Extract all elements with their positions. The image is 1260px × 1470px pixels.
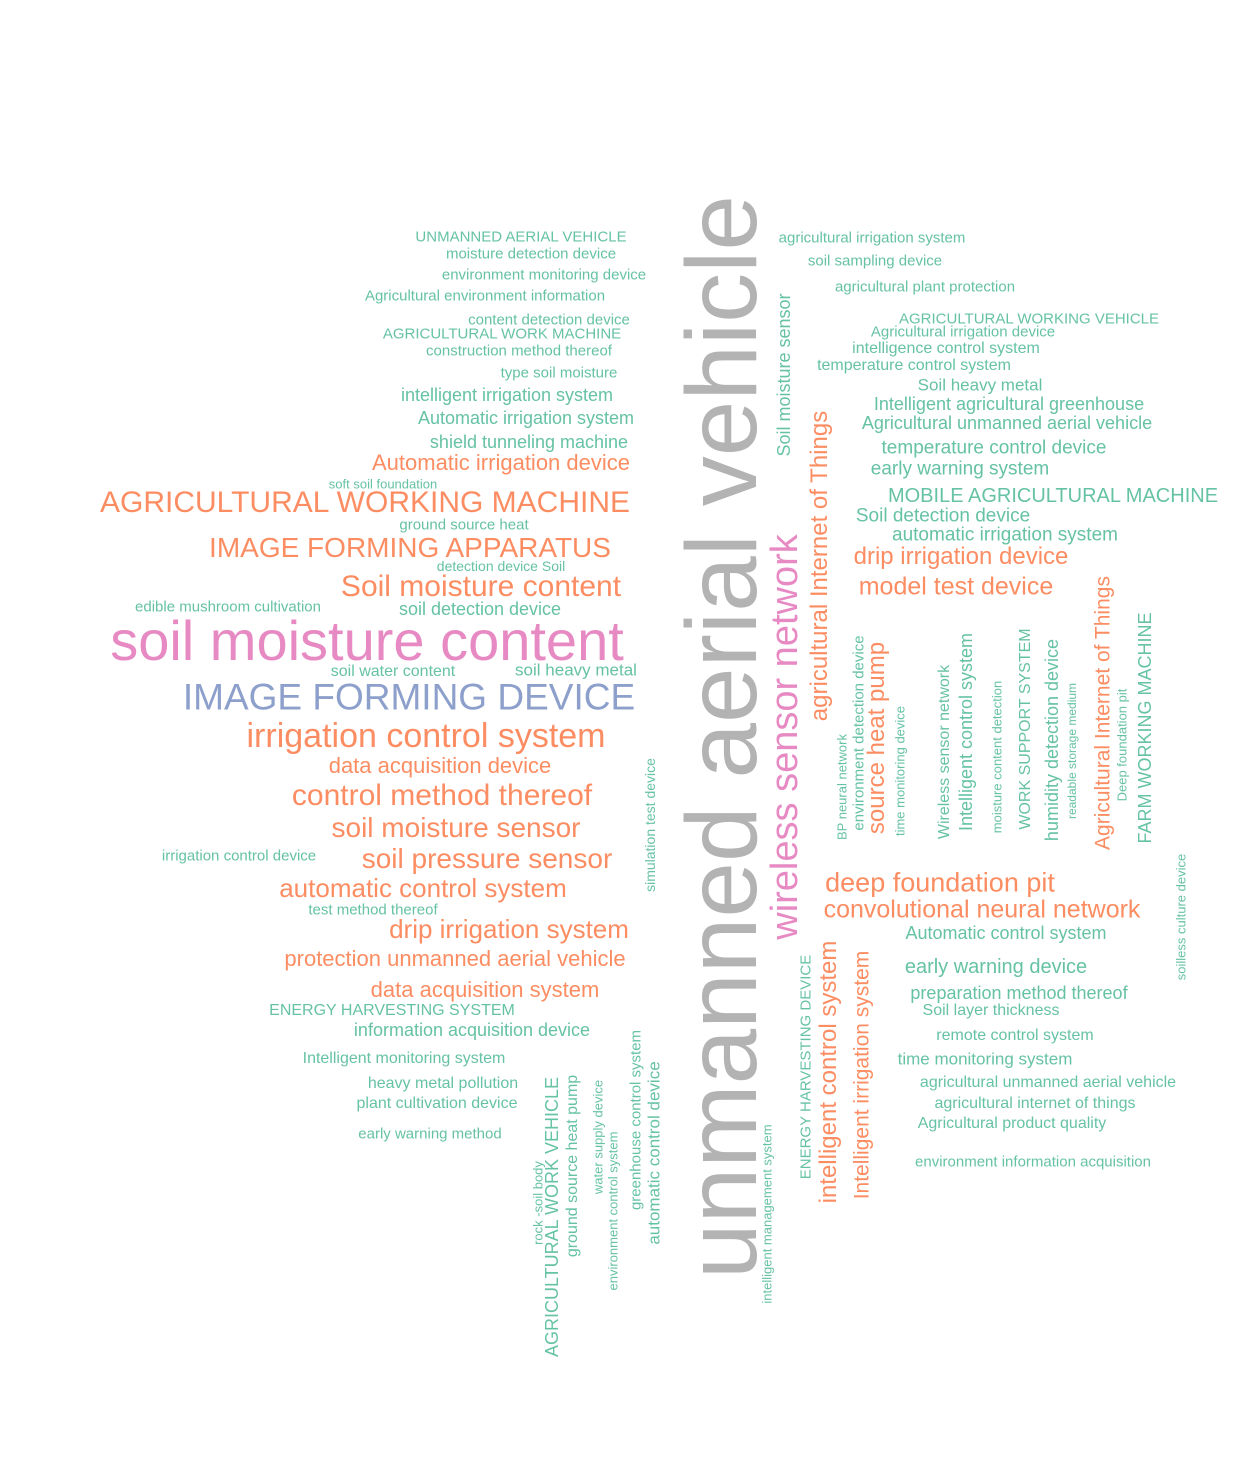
word: moisture content detection: [991, 681, 1004, 833]
word: soil water content: [331, 664, 456, 680]
word: AGRICULTURAL WORK MACHINE: [383, 327, 621, 342]
word: Agricultural Internet of Things: [1093, 576, 1114, 850]
word: simulation test device: [643, 758, 657, 892]
word: Agricultural unmanned aerial vehicle: [862, 414, 1152, 432]
word: detection device Soil: [437, 559, 565, 573]
word: automatic irrigation system: [892, 526, 1118, 545]
word: deep foundation pit: [825, 870, 1055, 897]
word: temperature control device: [882, 439, 1107, 458]
word: soil pressure sensor: [362, 845, 613, 873]
word: environment control system: [607, 1132, 620, 1291]
word: construction method thereof: [426, 344, 612, 359]
word: soil moisture sensor: [332, 814, 581, 842]
word: irrigation control system: [246, 719, 605, 753]
word: rock -soil body: [532, 1161, 545, 1245]
word: preparation method thereof: [910, 984, 1127, 1002]
word: greenhouse control system: [629, 1030, 644, 1210]
word: MOBILE AGRICULTURAL MACHINE: [888, 486, 1218, 506]
word: Agricultural product quality: [918, 1116, 1107, 1132]
word: soil sampling device: [808, 254, 942, 269]
word: ground source heat pump: [565, 1075, 581, 1257]
word: ground source heat: [399, 518, 528, 533]
word: intelligent management system: [761, 1124, 774, 1303]
word: environment detection device: [852, 635, 867, 830]
word: IMAGE FORMING DEVICE: [183, 679, 635, 716]
word: time monitoring device: [894, 706, 907, 836]
word: model test device: [859, 575, 1054, 600]
word: remote control system: [936, 1028, 1093, 1044]
word: WORK SUPPORT SYSTEM: [1018, 628, 1034, 829]
word: environment information acquisition: [915, 1155, 1151, 1170]
word: early warning system: [871, 460, 1049, 479]
word: AGRICULTURAL WORK VEHICLE: [543, 1077, 561, 1357]
word: soil heavy metal: [515, 662, 637, 679]
word: test method thereof: [308, 903, 437, 918]
word: UNMANNED AERIAL VEHICLE: [415, 230, 626, 245]
word: agricultural plant protection: [835, 280, 1015, 295]
word: drip irrigation system: [389, 916, 629, 942]
word: Soil layer thickness: [923, 1003, 1060, 1019]
word: intelligence control system: [852, 341, 1040, 357]
word: drip irrigation device: [854, 545, 1069, 569]
word: early warning method: [358, 1127, 501, 1142]
word: intelligent irrigation system: [401, 386, 613, 404]
word: Intelligent monitoring system: [303, 1051, 506, 1067]
word: early warning device: [905, 957, 1087, 977]
word: agricultural unmanned aerial vehicle: [920, 1075, 1176, 1091]
word: heavy metal pollution: [368, 1076, 518, 1092]
word: intelligent control system: [817, 941, 841, 1204]
word: Soil moisture content: [341, 572, 621, 602]
word: information acquisition device: [354, 1021, 590, 1039]
word: FARM WORKING MACHINE: [1136, 612, 1154, 843]
word: moisture detection device: [446, 247, 616, 262]
word: Soil moisture sensor: [775, 293, 793, 456]
word: Intelligent irrigation system: [852, 951, 873, 1200]
word: wireless sensor network: [766, 534, 804, 939]
word: automatic control device: [646, 1061, 663, 1244]
word: Intelligent control system: [957, 633, 975, 831]
word: soft soil foundation: [329, 478, 437, 491]
word: Automatic irrigation system: [418, 409, 634, 427]
word: ENERGY HARVESTING SYSTEM: [269, 1003, 515, 1019]
word: edible mushroom cultivation: [135, 600, 321, 615]
word: ENERGY HARVESTING DEVICE: [799, 955, 814, 1180]
word: time monitoring system: [898, 1051, 1073, 1068]
word: BP neural network: [836, 734, 849, 840]
word: water supply device: [592, 1080, 605, 1194]
word: readable storage medium: [1066, 683, 1078, 819]
word: Agricultural environment information: [365, 289, 605, 304]
word: Agricultural irrigation device: [871, 325, 1055, 340]
word: Intelligent agricultural greenhouse: [874, 395, 1144, 413]
word: Automatic irrigation device: [372, 452, 630, 474]
word: plant cultivation device: [357, 1096, 518, 1112]
word: environment monitoring device: [442, 268, 646, 283]
word: AGRICULTURAL WORKING MACHINE: [100, 488, 630, 518]
word: automatic control system: [279, 875, 567, 901]
word: soil detection device: [399, 600, 561, 618]
word: data acquisition system: [371, 979, 600, 1001]
word: unmanned aerial vehicle: [672, 195, 772, 1279]
word: Automatic control system: [905, 924, 1106, 942]
word: control method thereof: [292, 781, 592, 811]
word: irrigation control device: [162, 849, 316, 864]
word: agricultural irrigation system: [779, 231, 966, 246]
word: Soil detection device: [856, 507, 1030, 526]
word: data acquisition device: [329, 755, 552, 777]
word: soilless culture device: [1175, 854, 1188, 980]
word: Deep foundation pit: [1116, 689, 1129, 802]
word: protection unmanned aerial vehicle: [284, 948, 625, 970]
word: Soil heavy metal: [918, 377, 1043, 394]
word: agricultural Internet of Things: [808, 411, 832, 721]
word: shield tunneling machine: [430, 433, 628, 451]
word: convolutional neural network: [824, 898, 1141, 923]
word: type soil moisture: [501, 366, 618, 381]
word: Wireless sensor network: [937, 665, 953, 839]
word: agricultural internet of things: [935, 1096, 1136, 1112]
word: source heat pump: [865, 642, 889, 834]
word: humidity detection device: [1043, 639, 1061, 841]
word: temperature control system: [817, 358, 1011, 374]
